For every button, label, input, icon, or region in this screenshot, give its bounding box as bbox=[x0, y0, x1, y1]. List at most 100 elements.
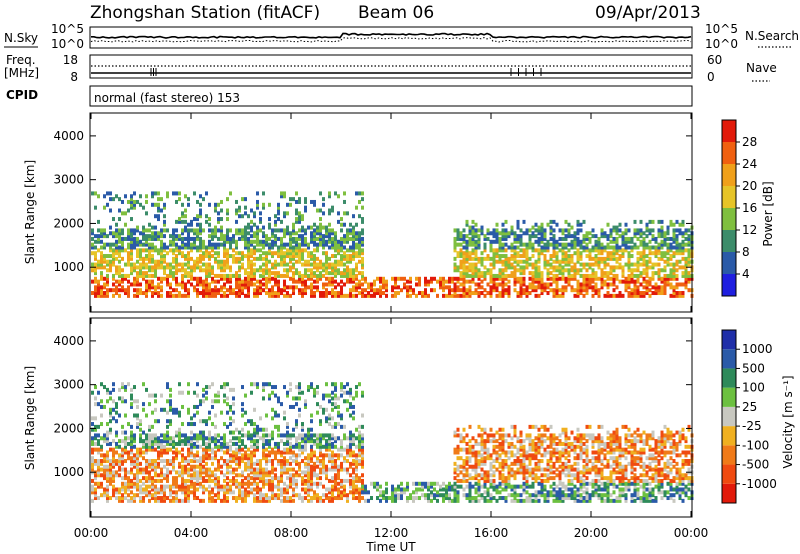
echo-cell bbox=[295, 439, 298, 444]
echo-cell bbox=[226, 444, 229, 449]
echo-cell bbox=[298, 447, 301, 452]
echo-cell bbox=[109, 242, 112, 247]
echo-cell bbox=[427, 293, 430, 298]
echo-cell bbox=[567, 231, 571, 236]
echo-cell bbox=[247, 453, 250, 458]
echo-cell bbox=[268, 450, 271, 455]
echo-cell bbox=[250, 450, 253, 455]
echo-cell bbox=[265, 268, 268, 273]
echo-cell bbox=[591, 285, 595, 290]
echo-cell bbox=[516, 276, 520, 281]
echo-cell bbox=[244, 234, 247, 239]
echo-cell bbox=[184, 288, 187, 293]
echo-cell bbox=[624, 288, 628, 293]
echo-cell bbox=[391, 490, 394, 495]
echo-cell bbox=[531, 231, 535, 236]
echo-cell bbox=[175, 288, 178, 293]
echo-cell bbox=[163, 498, 166, 503]
echo-cell bbox=[418, 276, 421, 281]
echo-cell bbox=[205, 385, 208, 390]
echo-cell bbox=[474, 231, 478, 236]
echo-cell bbox=[328, 467, 331, 472]
echo-cell bbox=[477, 228, 481, 233]
echo-cell bbox=[130, 481, 133, 486]
echo-cell bbox=[118, 288, 121, 293]
echo-cell bbox=[642, 245, 646, 250]
echo-cell bbox=[217, 439, 220, 444]
echo-cell bbox=[130, 236, 133, 241]
echo-cell bbox=[166, 433, 169, 438]
echo-cell bbox=[274, 259, 277, 264]
echo-cell bbox=[313, 236, 316, 241]
echo-cell bbox=[600, 268, 604, 273]
echo-cell bbox=[238, 205, 241, 210]
echo-cell bbox=[133, 464, 136, 469]
echo-cell bbox=[648, 239, 652, 244]
echo-cell bbox=[391, 496, 394, 501]
echo-cell bbox=[286, 273, 289, 278]
echo-cell bbox=[202, 245, 205, 250]
echo-cell bbox=[280, 291, 283, 296]
echo-cell bbox=[439, 487, 442, 492]
echo-cell bbox=[223, 385, 226, 390]
echo-cell bbox=[319, 291, 322, 296]
echo-cell bbox=[127, 481, 130, 486]
echo-cell bbox=[504, 276, 508, 281]
echo-cell bbox=[91, 231, 94, 236]
echo-cell bbox=[334, 382, 337, 387]
echo-cell bbox=[612, 248, 616, 253]
nsky-label: N.Sky bbox=[4, 31, 38, 45]
echo-cell bbox=[537, 231, 541, 236]
echo-cell bbox=[103, 254, 106, 259]
echo-cell bbox=[286, 254, 289, 259]
echo-cell bbox=[567, 268, 571, 273]
echo-cell bbox=[136, 291, 139, 296]
echo-cell bbox=[214, 476, 217, 481]
echo-cell bbox=[448, 279, 451, 284]
echo-cell bbox=[349, 390, 352, 395]
echo-cell bbox=[247, 467, 250, 472]
echo-cell bbox=[121, 430, 124, 435]
echo-cell bbox=[594, 259, 598, 264]
echo-cell bbox=[265, 276, 268, 281]
echo-cell bbox=[307, 493, 310, 498]
echo-cell bbox=[127, 478, 130, 483]
echo-cell bbox=[361, 424, 364, 429]
echo-cell bbox=[340, 217, 343, 222]
echo-cell bbox=[115, 256, 118, 261]
echo-cell bbox=[534, 285, 538, 290]
echo-cell bbox=[358, 282, 361, 287]
echo-cell bbox=[229, 447, 232, 452]
echo-cell bbox=[352, 279, 355, 284]
echo-cell bbox=[334, 461, 337, 466]
echo-cell bbox=[313, 259, 316, 264]
echo-cell bbox=[433, 481, 436, 486]
echo-cell bbox=[582, 293, 586, 298]
echo-cell bbox=[127, 256, 130, 261]
echo-cell bbox=[358, 214, 361, 219]
echo-cell bbox=[412, 490, 415, 495]
echo-cell bbox=[540, 288, 544, 293]
echo-cell bbox=[534, 288, 538, 293]
echo-cell bbox=[142, 430, 145, 435]
echo-cell bbox=[498, 239, 502, 244]
echo-cell bbox=[106, 441, 109, 446]
echo-cell bbox=[543, 231, 547, 236]
echo-cell bbox=[325, 234, 328, 239]
echo-cell bbox=[124, 399, 127, 404]
echo-cell bbox=[594, 276, 598, 281]
echo-cell bbox=[319, 222, 322, 227]
echo-cell bbox=[187, 242, 190, 247]
echo-cell bbox=[187, 498, 190, 503]
echo-cell bbox=[295, 254, 298, 259]
echo-cell bbox=[169, 436, 172, 441]
echo-cell bbox=[684, 236, 688, 241]
echo-cell bbox=[160, 453, 163, 458]
echo-cell bbox=[235, 231, 238, 236]
echo-cell bbox=[331, 279, 334, 284]
echo-cell bbox=[232, 419, 235, 424]
echo-cell bbox=[121, 461, 124, 466]
echo-cell bbox=[148, 279, 151, 284]
echo-cell bbox=[507, 259, 511, 264]
echo-cell bbox=[226, 459, 229, 464]
